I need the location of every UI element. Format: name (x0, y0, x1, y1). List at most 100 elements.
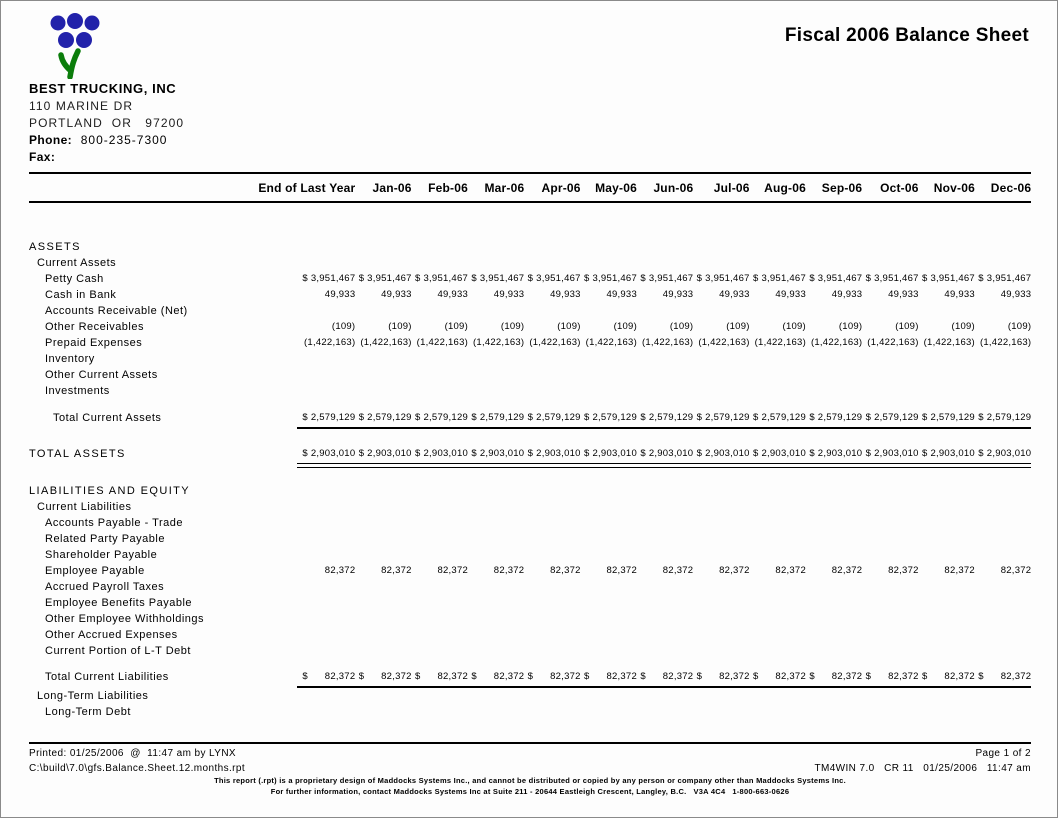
dollar-sign: $ (640, 412, 646, 423)
value-cell: $3,951,467 (245, 271, 355, 287)
value-cell (975, 579, 1031, 595)
value-cell (355, 704, 411, 720)
value-cell (637, 579, 693, 595)
cell-amount: (1,422,163) (473, 337, 525, 348)
cell-amount: 2,579,129 (817, 412, 863, 423)
company-fax: Fax: (29, 150, 184, 164)
cell-amount: 82,372 (606, 671, 637, 682)
dollar-sign: $ (978, 448, 984, 459)
value-cell: (1,422,163) (806, 335, 862, 351)
row-label: Total Current Assets (53, 412, 162, 424)
value-cell (412, 611, 468, 627)
fax-label: Fax: (29, 150, 56, 164)
column-header: Dec-06 (990, 180, 1032, 195)
cell-amount: 82,372 (719, 671, 750, 682)
cell-amount: (109) (838, 321, 863, 332)
value-cell (245, 643, 355, 659)
cell-amount: 82,372 (493, 565, 525, 576)
value-cell (524, 255, 580, 271)
dollar-sign: $ (921, 273, 928, 284)
dollar-sign: $ (358, 448, 365, 459)
cell-amount: 2,903,010 (817, 448, 863, 459)
value-cell: $3,951,467 (750, 271, 806, 287)
value-cell: (1,422,163) (581, 335, 637, 351)
value-cell (468, 383, 524, 399)
value-cell: $2,579,129 (468, 410, 524, 426)
value-cell (245, 351, 355, 367)
value-cell (750, 515, 806, 531)
value-cell (919, 643, 975, 659)
dollar-sign: $ (471, 448, 477, 459)
table-row: Inventory (29, 351, 1031, 367)
dollar-sign: $ (302, 273, 308, 284)
value-cell (862, 704, 918, 720)
cell-amount: 2,903,010 (592, 448, 637, 459)
value-cell (524, 367, 580, 383)
row-label: TOTAL ASSETS (29, 448, 126, 460)
value-cell: 49,933 (412, 287, 468, 303)
value-cell (245, 515, 355, 531)
value-cell: $3,951,467 (412, 271, 468, 287)
cell-amount: (1,422,163) (979, 337, 1032, 348)
value-cell (806, 595, 862, 611)
value-cell (355, 239, 411, 255)
column-header: Jan-06 (372, 180, 412, 195)
value-cell: $2,903,010 (245, 446, 355, 462)
dollar-sign: $ (527, 448, 534, 459)
value-cell: $2,903,010 (975, 446, 1031, 462)
dollar-sign: $ (471, 671, 477, 682)
value-cell (919, 483, 975, 499)
cell-amount: 82,372 (381, 671, 412, 682)
value-cell (919, 688, 975, 704)
footer-row-1: Printed: 01/25/2006 @ 11:47 am by LYNX P… (29, 748, 1031, 759)
value-cell (750, 704, 806, 720)
value-cell (468, 303, 524, 319)
cell-amount: 82,372 (324, 565, 356, 576)
value-cell (245, 383, 355, 399)
header-bottom-rule (29, 201, 1031, 203)
column-header: Aug-06 (764, 180, 806, 195)
value-cell (245, 547, 355, 563)
dollar-sign: $ (527, 671, 534, 682)
cell-amount: 49,933 (381, 289, 412, 300)
cell-amount: 2,903,010 (367, 448, 412, 459)
value-cell (412, 688, 468, 704)
value-cell (750, 627, 806, 643)
value-cell (806, 643, 862, 659)
table-row: Petty Cash $3,951,467 $3,951,467 $3,951,467… (29, 271, 1031, 287)
table-row: Accrued Payroll Taxes (29, 579, 1031, 595)
value-cell (581, 367, 637, 383)
cell-amount: (109) (726, 321, 750, 332)
cell-amount: 82,372 (606, 565, 637, 576)
value-cell (581, 531, 637, 547)
value-cell (355, 367, 411, 383)
value-cell: (1,422,163) (245, 335, 355, 351)
row-label: Long-Term Debt (45, 706, 131, 718)
value-cell (862, 515, 918, 531)
value-cell: (1,422,163) (975, 335, 1031, 351)
value-cell (693, 483, 749, 499)
value-cell: (1,422,163) (412, 335, 468, 351)
value-cell (919, 515, 975, 531)
value-cell (355, 499, 411, 515)
cell-amount: 2,903,010 (310, 448, 356, 459)
dollar-sign: $ (921, 671, 928, 682)
dollar-sign: $ (471, 412, 477, 423)
value-cell (637, 255, 693, 271)
cell-amount: 2,579,129 (536, 412, 581, 423)
value-cell (975, 688, 1031, 704)
value-cell: 82,372 (693, 563, 749, 579)
row-label: Current Portion of L-T Debt (45, 645, 191, 657)
value-cell: $82,372 (862, 669, 919, 685)
value-cell (581, 483, 637, 499)
value-cell: $2,579,129 (975, 410, 1031, 426)
cell-amount: 2,903,010 (930, 448, 975, 459)
value-cell (806, 531, 862, 547)
value-cell (750, 303, 806, 319)
cell-amount: 49,933 (324, 289, 356, 300)
cell-amount: (1,422,163) (416, 337, 469, 348)
cell-amount: 3,951,467 (592, 273, 637, 284)
cell-amount: 2,579,129 (648, 412, 694, 423)
cell-amount: 3,951,467 (310, 273, 356, 284)
column-header: Oct-06 (880, 180, 919, 195)
